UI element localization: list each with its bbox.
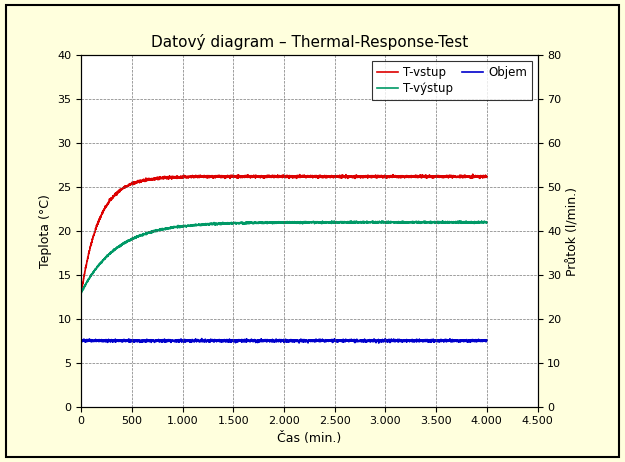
T-výstup [251, 219, 258, 225]
T-vstup [483, 174, 491, 179]
T-výstup [475, 219, 482, 225]
Line: Objem: Objem [81, 339, 487, 343]
T-vstup [431, 174, 439, 179]
Objem [251, 337, 258, 343]
Line: T-výstup: T-výstup [81, 221, 487, 293]
X-axis label: Čas (min.): Čas (min.) [278, 432, 341, 445]
Objem [483, 337, 491, 343]
Objem [78, 339, 85, 344]
Objem [432, 337, 439, 342]
T-vstup [251, 174, 258, 179]
T-výstup [456, 218, 463, 224]
Y-axis label: Průtok (l/min.): Průtok (l/min.) [567, 187, 580, 275]
T-vstup [233, 175, 241, 180]
T-výstup [78, 291, 85, 296]
Y-axis label: Teplota (°C): Teplota (°C) [39, 194, 52, 268]
T-výstup [233, 220, 241, 226]
T-vstup [475, 174, 482, 180]
Objem [476, 338, 483, 344]
T-vstup [78, 289, 85, 295]
Objem [124, 338, 131, 344]
T-výstup [148, 229, 156, 234]
T-vstup [148, 177, 156, 183]
T-výstup [124, 239, 131, 244]
T-výstup [483, 220, 491, 225]
Objem [375, 340, 382, 346]
Objem [233, 338, 241, 343]
T-vstup [124, 183, 131, 188]
Line: T-vstup: T-vstup [81, 174, 487, 292]
Objem [148, 338, 156, 344]
Title: Datový diagram – Thermal-Response-Test: Datový diagram – Thermal-Response-Test [151, 34, 468, 50]
T-výstup [431, 219, 439, 225]
T-vstup [469, 171, 476, 177]
Legend: T-vstup, T-výstup, Objem: T-vstup, T-výstup, Objem [372, 61, 532, 100]
Objem [198, 336, 206, 341]
